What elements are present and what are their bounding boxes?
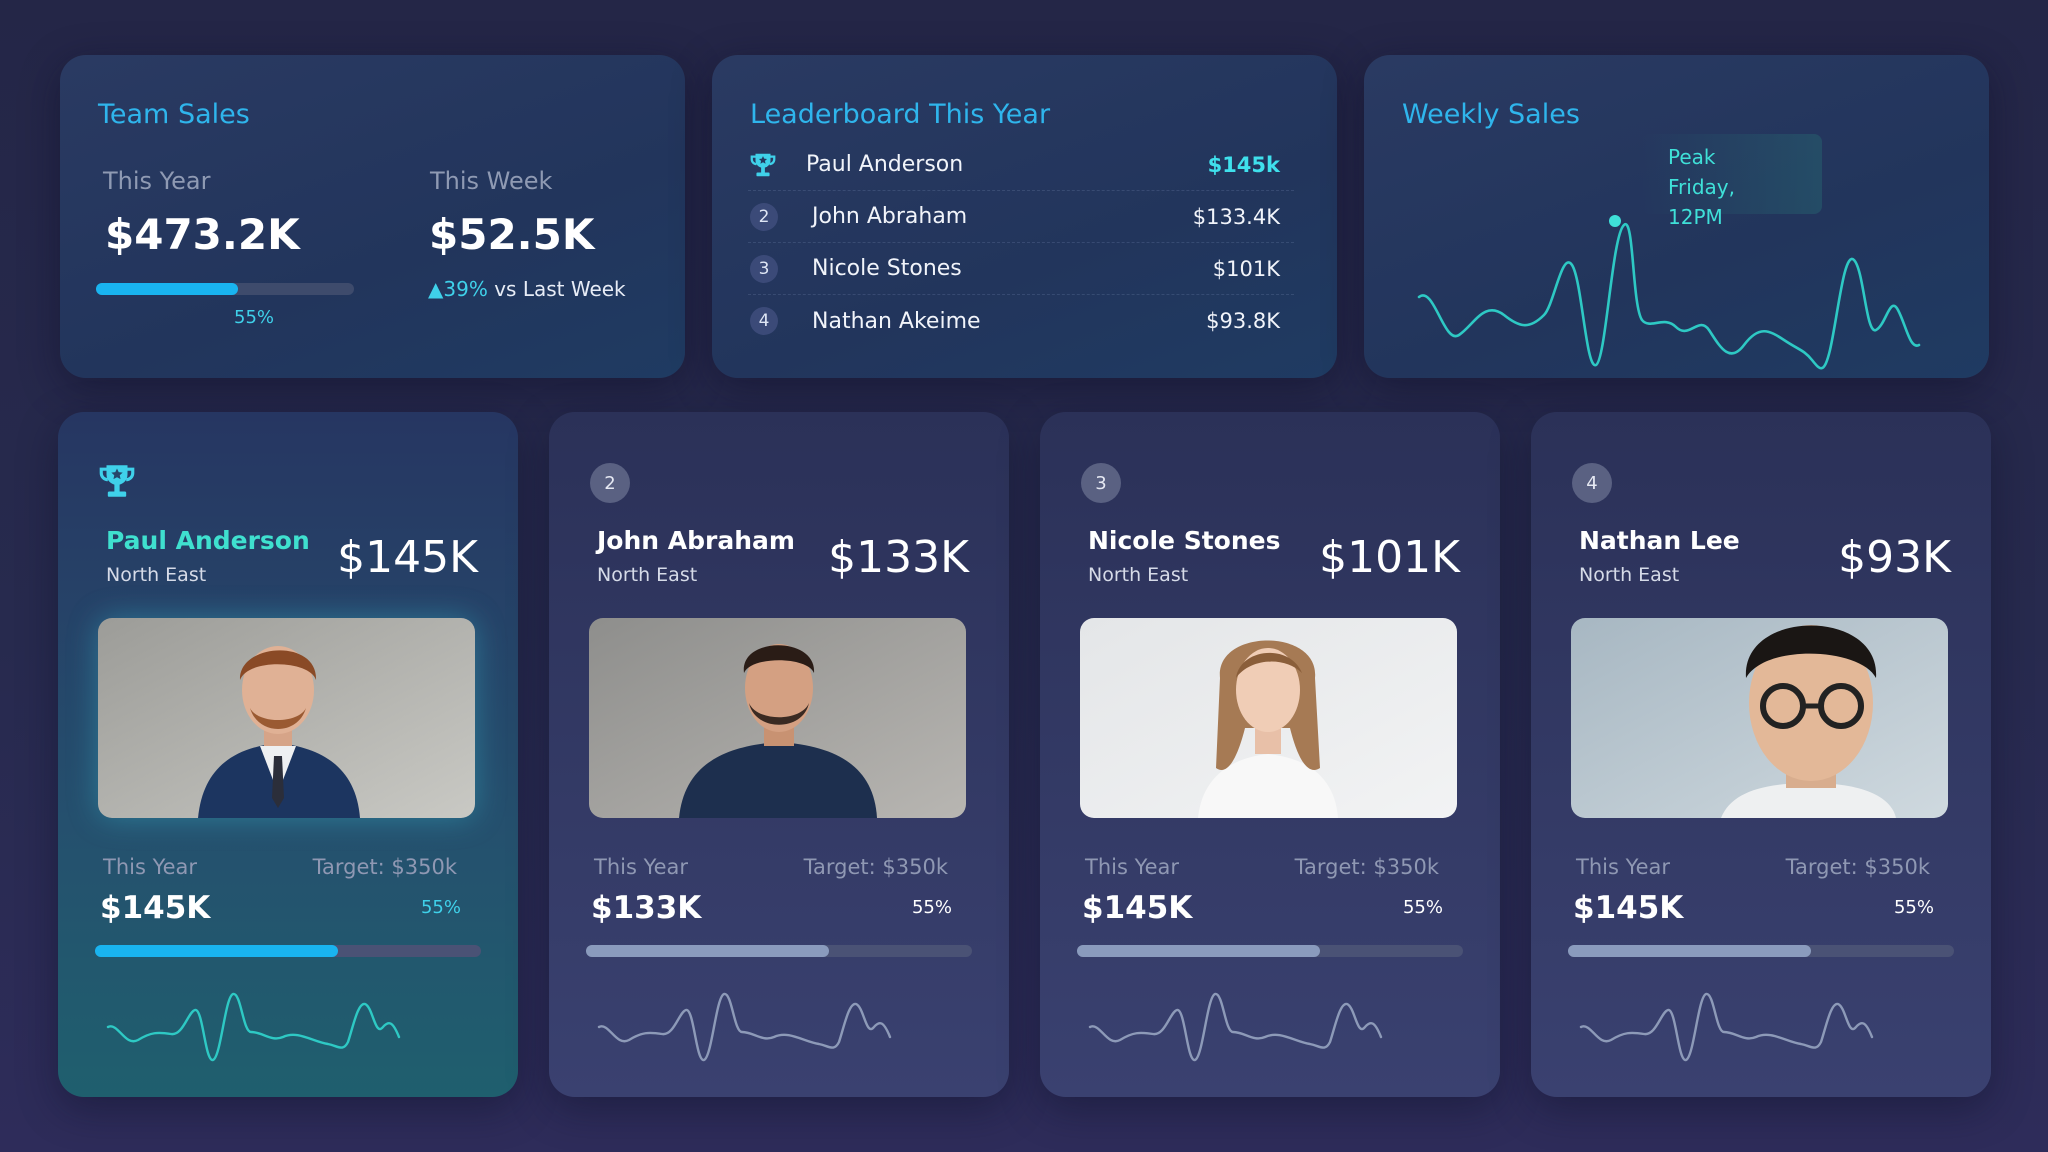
leaderboard-name: John Abraham (812, 204, 968, 229)
person-progress (1568, 945, 1954, 957)
leaderboard-name: Nicole Stones (812, 256, 962, 281)
person-target: Target: $350k (1785, 855, 1930, 879)
person-target: Target: $350k (1294, 855, 1439, 879)
person-sparkline (597, 992, 892, 1062)
person-total: $145K (337, 532, 478, 583)
team-sales-title: Team Sales (98, 99, 250, 130)
trophy-icon (750, 153, 776, 176)
team-sales-year-label: This Year (103, 167, 211, 195)
rank-badge: 3 (1081, 463, 1121, 503)
leaderboard-name: Paul Anderson (806, 152, 964, 177)
up-arrow-icon: ▲ (428, 277, 444, 301)
leaderboard-card: Leaderboard This Year Paul Anderson $145… (712, 55, 1337, 378)
person-region: North East (1088, 564, 1189, 586)
person-year-label: This Year (103, 855, 198, 879)
leaderboard-name: Nathan Akeime (812, 308, 981, 334)
leaderboard-row[interactable]: 4 Nathan Akeime $93.8K (748, 295, 1294, 347)
person-year-value: $133K (591, 890, 702, 926)
team-sales-week-change-text: vs Last Week (494, 277, 626, 301)
team-sales-year-progress (96, 283, 354, 295)
person-year-label: This Year (1576, 855, 1671, 879)
team-sales-week-value: $52.5K (429, 210, 595, 259)
person-card[interactable]: 3 Nicole Stones North East $101K This Ye… (1040, 412, 1500, 1097)
person-year-label: This Year (594, 855, 689, 879)
person-name: Paul Anderson (106, 526, 310, 555)
peak-point-marker (1609, 215, 1621, 227)
team-sales-week-change-pct: 39% (443, 277, 488, 301)
person-pct: 55% (420, 897, 461, 918)
weekly-sales-line (1417, 215, 1921, 370)
person-card[interactable]: 4 Nathan Lee North East $93K This Year T… (1531, 412, 1991, 1097)
person-target: Target: $350k (312, 855, 457, 879)
person-target: Target: $350k (803, 855, 948, 879)
person-total: $133K (828, 532, 969, 583)
person-sparkline (1088, 992, 1383, 1062)
person-year-value: $145K (1573, 890, 1684, 926)
leaderboard-value: $145k (1207, 152, 1280, 177)
rank-badge: 4 (750, 307, 778, 335)
avatar (1571, 618, 1948, 818)
person-sparkline (106, 992, 401, 1062)
person-progress (1077, 945, 1463, 957)
person-progress (586, 945, 972, 957)
trophy-icon (99, 465, 135, 497)
rank-badge: 3 (750, 254, 778, 283)
person-pct: 55% (1893, 897, 1934, 918)
peak-label: Peak (1668, 145, 1716, 169)
person-name: Nicole Stones (1088, 526, 1281, 555)
person-progress-fill (586, 945, 830, 957)
person-progress-fill (95, 945, 339, 957)
person-year-value: $145K (1082, 890, 1193, 926)
team-sales-week-label: This Week (430, 167, 553, 195)
leaderboard-title: Leaderboard This Year (750, 99, 1051, 130)
person-total: $93K (1838, 532, 1951, 583)
person-region: North East (1579, 564, 1680, 586)
person-name: Nathan Lee (1579, 526, 1740, 555)
avatar (98, 618, 475, 818)
leaderboard-value: $101K (1212, 256, 1280, 281)
person-pct: 55% (1402, 897, 1443, 918)
person-region: North East (106, 564, 207, 586)
rank-badge: 2 (590, 463, 630, 503)
person-year-value: $145K (100, 890, 211, 926)
person-name: John Abraham (597, 526, 795, 555)
peak-time: Friday, 12PM (1668, 175, 1735, 229)
team-sales-week-change: ▲39% vs Last Week (428, 277, 626, 301)
weekly-sales-card: Weekly Sales Peak Friday, 12PM (1364, 55, 1989, 378)
team-sales-year-progress-fill (96, 283, 238, 295)
person-region: North East (597, 564, 698, 586)
person-total: $101K (1319, 532, 1460, 583)
leaderboard-row[interactable]: 2 John Abraham $133.4K (748, 191, 1294, 243)
peak-tooltip: Peak Friday, 12PM (1642, 134, 1822, 229)
team-sales-card: Team Sales This Year $473.2K 55% This We… (60, 55, 685, 378)
leaderboard-row[interactable]: Paul Anderson $145k (748, 139, 1294, 191)
rank-badge: 2 (750, 202, 778, 231)
person-card[interactable]: 2 John Abraham North East $133K This Yea… (549, 412, 1009, 1097)
person-year-label: This Year (1085, 855, 1180, 879)
person-pct: 55% (911, 897, 952, 918)
avatar (589, 618, 966, 818)
team-sales-year-pct: 55% (234, 307, 275, 328)
person-progress (95, 945, 481, 957)
rank-badge: 4 (1572, 463, 1612, 503)
leaderboard-value: $93.8K (1206, 309, 1280, 333)
person-card[interactable]: Paul Anderson North East $145K This Year… (58, 412, 518, 1097)
leaderboard-row[interactable]: 3 Nicole Stones $101K (748, 243, 1294, 295)
leaderboard-value: $133.4K (1192, 204, 1280, 229)
weekly-sales-title: Weekly Sales (1402, 99, 1580, 130)
team-sales-year-value: $473.2K (105, 210, 300, 259)
person-sparkline (1579, 992, 1874, 1062)
person-progress-fill (1568, 945, 1812, 957)
person-progress-fill (1077, 945, 1321, 957)
avatar (1080, 618, 1457, 818)
